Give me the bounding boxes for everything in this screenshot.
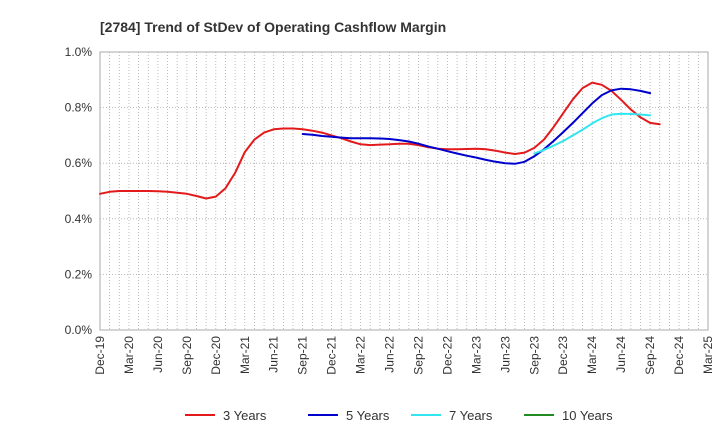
series-line-5-years	[301, 87, 652, 165]
x-tick-label: Dec-24	[672, 336, 686, 375]
x-tick-label: Mar-25	[701, 336, 715, 374]
x-tick-label: Sep-20	[180, 336, 194, 375]
x-tick-label: Dec-21	[325, 336, 339, 375]
y-tick-label: 0.4%	[65, 212, 93, 226]
x-tick-label: Mar-21	[238, 336, 252, 374]
x-tick-label: Jun-21	[267, 336, 281, 373]
x-tick-label: Dec-22	[440, 336, 454, 375]
x-tick-label: Sep-24	[643, 336, 657, 375]
series-lines	[99, 81, 661, 200]
legend-label: 5 Years	[346, 408, 390, 423]
legend-label: 10 Years	[562, 408, 613, 423]
legend: 3 Years 5 Years 7 Years 10 Years	[185, 408, 613, 423]
x-tick-label: Jun-20	[151, 336, 165, 373]
x-tick-label: Mar-24	[585, 336, 599, 374]
series-line-7-years	[533, 112, 652, 155]
plot-border	[99, 51, 709, 331]
legend-label: 3 Years	[223, 408, 267, 423]
y-tick-label: 0.8%	[65, 101, 93, 115]
x-tick-label: Dec-23	[556, 336, 570, 375]
y-tick-label: 0.0%	[65, 323, 93, 337]
legend-label: 7 Years	[449, 408, 493, 423]
x-tick-label: Mar-22	[354, 336, 368, 374]
x-tick-label: Sep-21	[296, 336, 310, 375]
x-tick-label: Jun-22	[383, 336, 397, 373]
y-tick-label: 1.0%	[65, 45, 93, 59]
plot-area	[100, 52, 708, 330]
y-tick-label: 0.6%	[65, 156, 93, 170]
chart-title: [2784] Trend of StDev of Operating Cashf…	[100, 19, 446, 35]
x-tick-label: Mar-23	[469, 336, 483, 374]
x-tick-label: Sep-22	[411, 336, 425, 375]
x-tick-label: Sep-23	[527, 336, 541, 375]
series-line-3-years	[99, 81, 661, 200]
x-tick-label: Dec-20	[209, 336, 223, 375]
grid-lines	[99, 51, 709, 331]
x-tick-label: Dec-19	[93, 336, 107, 375]
axes: 0.0% 0.2% 0.4% 0.6% 0.8% 1.0% Dec-19 Mar-20 Jun-…	[65, 45, 715, 375]
x-tick-label: Jun-24	[614, 336, 628, 373]
y-tick-label: 0.2%	[65, 267, 93, 281]
x-tick-label: Mar-20	[122, 336, 136, 374]
x-tick-label: Jun-23	[498, 336, 512, 373]
